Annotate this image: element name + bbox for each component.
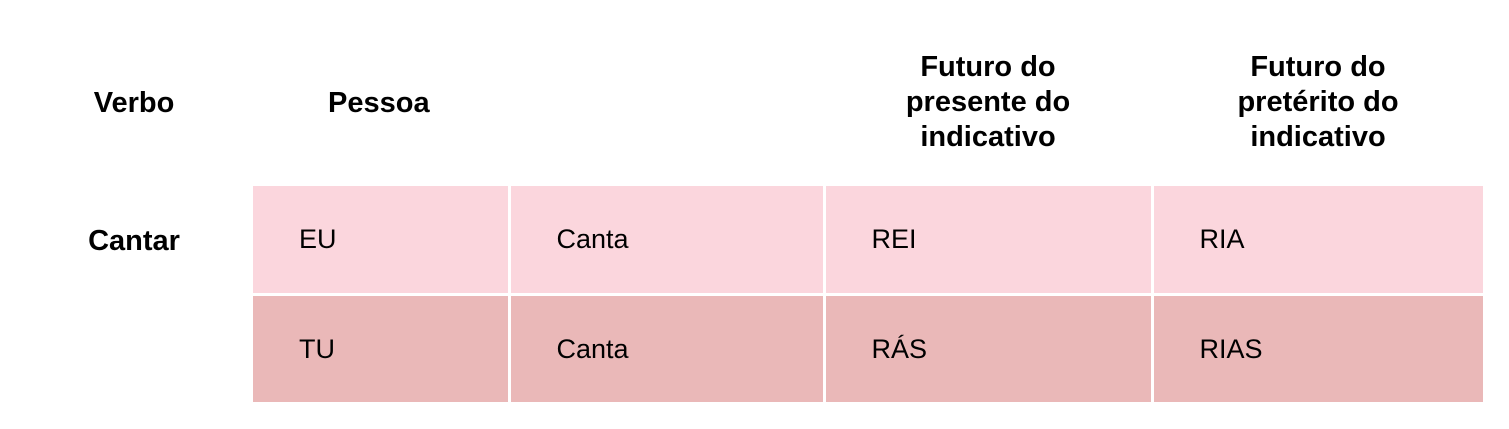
header-futuro-preterito: Futuro do pretérito do indicativo (1237, 51, 1399, 153)
header-verbo: Verbo (93, 87, 175, 119)
cell-futuro-preterito: RIA (1152, 186, 1483, 296)
cell-pessoa: EU (253, 186, 511, 296)
cell-pessoa: TU (253, 294, 511, 402)
conjugation-table: EU Canta REI RIA TU Canta RÁS RIAS (253, 186, 1483, 402)
cell-futuro-presente: RÁS (824, 294, 1154, 402)
cell-radical: Canta (509, 186, 826, 296)
table-row: EU Canta REI RIA (253, 186, 1483, 296)
cell-radical: Canta (509, 294, 826, 402)
header-pessoa: Pessoa (328, 87, 430, 119)
cell-futuro-preterito: RIAS (1152, 294, 1483, 402)
table-row: TU Canta RÁS RIAS (253, 294, 1483, 402)
cell-futuro-presente: REI (824, 186, 1154, 296)
header-futuro-presente: Futuro do presente do indicativo (905, 51, 1071, 153)
verb-label: Cantar (88, 225, 180, 257)
